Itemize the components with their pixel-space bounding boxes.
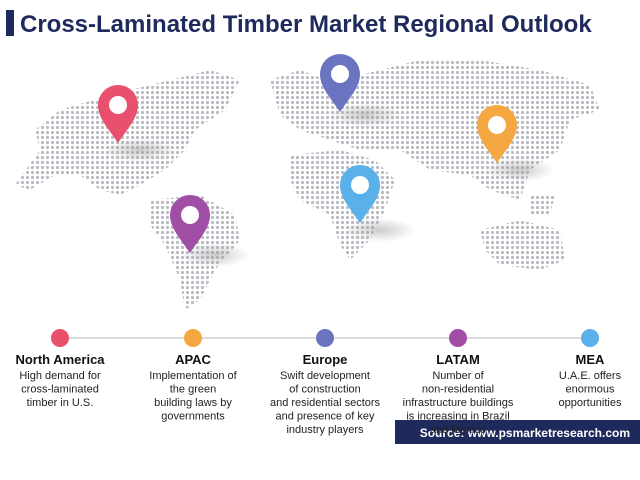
region-description: timber in U.S. (27, 397, 94, 409)
title: Cross-Laminated Timber Market Regional O… (20, 11, 592, 38)
region-description: and residential sectors (270, 397, 381, 409)
region-description: and Mexico (430, 424, 486, 436)
region-description: cross-laminated (21, 384, 99, 396)
region-description: Implementation of (149, 370, 237, 382)
region-dot (316, 329, 334, 347)
region-description: and presence of key (275, 411, 375, 423)
source: Source: www.psmarketresearch.com (420, 426, 630, 440)
region-description: High demand for (19, 370, 101, 382)
region-dot (51, 329, 69, 347)
region-dot (581, 329, 599, 347)
title-marker (6, 10, 14, 36)
region-name: MEA (576, 352, 606, 367)
region-name: Europe (303, 352, 348, 367)
region-description: of construction (289, 384, 361, 396)
region-description: U.A.E. offers (559, 370, 622, 382)
region-description: non-residential (422, 384, 494, 396)
source-bar (395, 420, 640, 444)
region-description: enormous (566, 384, 615, 396)
region-description: Swift development (280, 370, 370, 382)
region-dot (449, 329, 467, 347)
map-pins (98, 54, 555, 267)
region-description: industry players (286, 424, 364, 436)
region-description: building laws by (154, 397, 232, 409)
region-name: LATAM (436, 352, 480, 367)
region-description: Number of (432, 370, 484, 382)
region-dot (184, 329, 202, 347)
region-name: APAC (175, 352, 211, 367)
region-description: governments (161, 411, 225, 423)
region-name: North America (15, 352, 105, 367)
region-description: is increasing in Brazil (406, 411, 509, 423)
region-description: the green (170, 384, 216, 396)
region-description: opportunities (559, 397, 622, 409)
region-description: infrastructure buildings (403, 397, 514, 409)
